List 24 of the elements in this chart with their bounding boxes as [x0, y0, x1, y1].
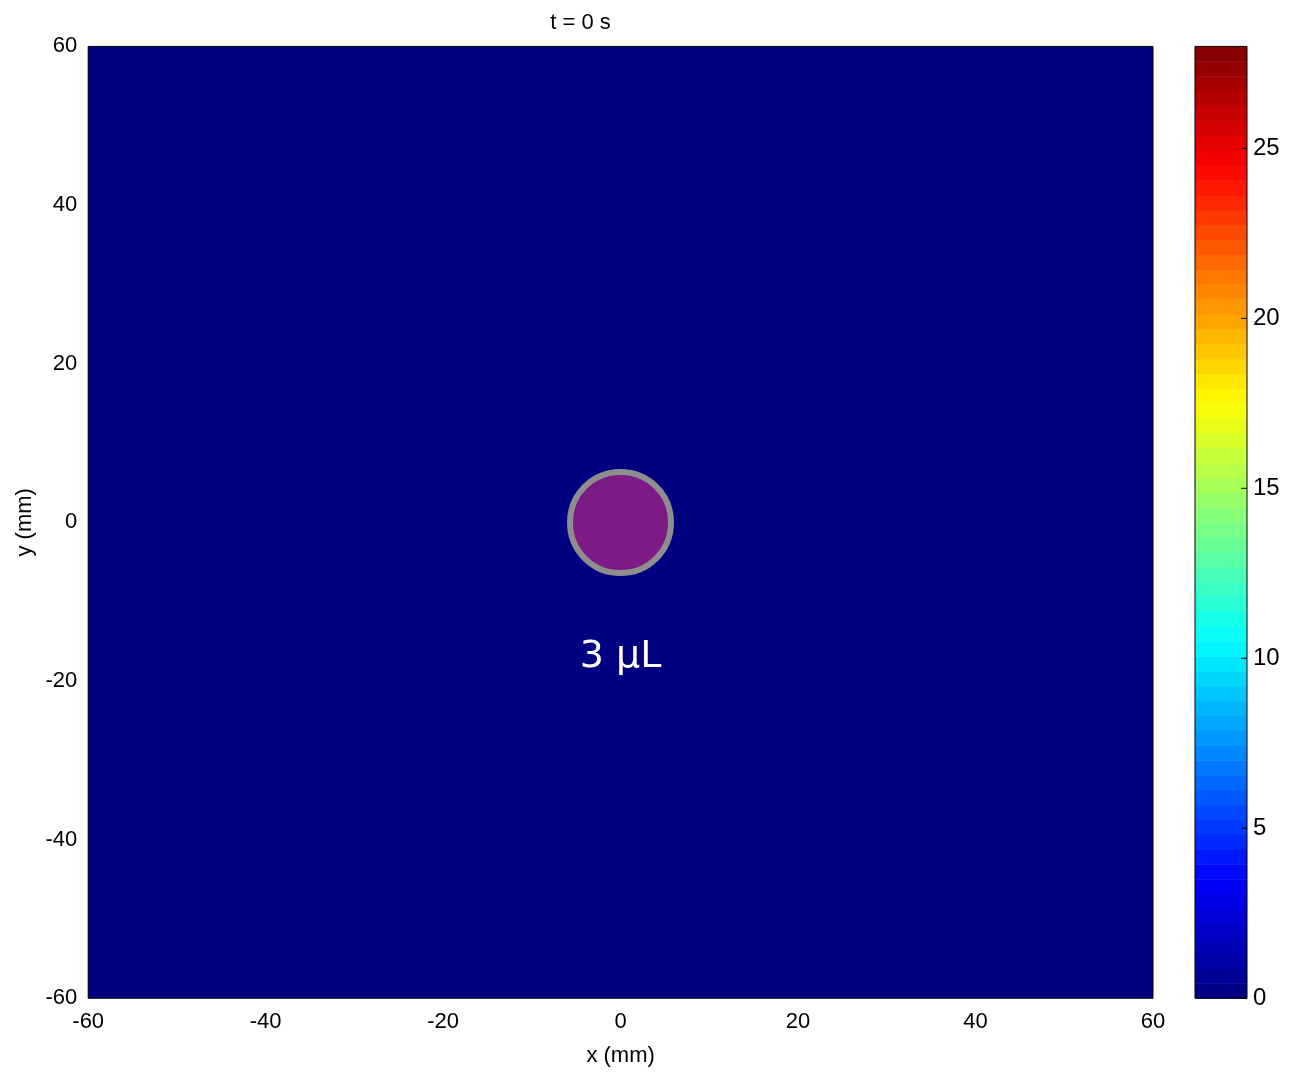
y-tick-label: -40 — [45, 825, 78, 851]
y-tick-label: 40 — [52, 191, 78, 217]
x-axis-title: x (mm) — [586, 1041, 655, 1067]
x-tick-label: -60 — [72, 1008, 105, 1034]
x-tick-label: 0 — [614, 1008, 627, 1034]
chart-title: t = 0 s — [550, 9, 611, 35]
color-bar-label: 20 — [1253, 302, 1280, 330]
color-bar-label: 0 — [1253, 982, 1267, 1010]
color-bar-label: 10 — [1253, 642, 1280, 670]
x-tick-label: -40 — [249, 1008, 282, 1034]
y-axis-title: y (mm) — [11, 488, 37, 557]
x-tick-label: 20 — [785, 1008, 811, 1034]
x-tick-label: -20 — [427, 1008, 460, 1034]
y-tick-label: 20 — [52, 349, 78, 375]
y-tick-label: 0 — [64, 508, 78, 534]
color-bar-label: 15 — [1253, 472, 1280, 500]
y-tick-label: -60 — [45, 984, 78, 1010]
x-tick-label: 40 — [963, 1008, 988, 1034]
y-tick-label: 60 — [52, 32, 78, 58]
y-tick-label: -20 — [45, 667, 78, 692]
annotation: 3 μL — [579, 632, 662, 677]
x-tick-label: 60 — [1140, 1008, 1166, 1034]
color-bar-label: 5 — [1253, 812, 1267, 840]
color-bar-label: 25 — [1253, 133, 1280, 160]
